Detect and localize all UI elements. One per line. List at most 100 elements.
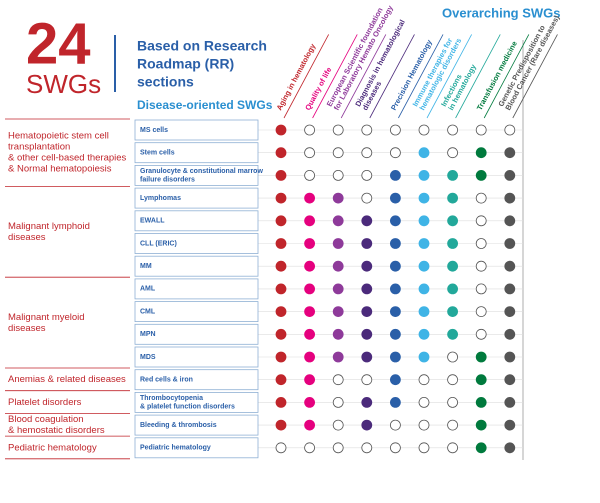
matrix-dot <box>361 283 373 295</box>
matrix-dot <box>504 238 516 249</box>
matrix-dot <box>504 306 516 318</box>
matrix-dot <box>304 283 316 295</box>
row-label: Granulocyte & constitutional marrow <box>140 168 263 175</box>
matrix-dot <box>304 215 316 227</box>
row-label: Lymphomas <box>140 195 181 202</box>
matrix-dot <box>389 328 401 340</box>
row-label: MPN <box>140 331 156 338</box>
matrix-dot <box>361 215 373 227</box>
row-box <box>134 346 259 368</box>
matrix-dot <box>418 124 430 136</box>
matrix-dot <box>275 396 287 408</box>
matrix-dot <box>332 328 344 340</box>
swg-unit: SWGs <box>26 69 101 99</box>
matrix-dot <box>475 419 487 431</box>
swg-count: 24 <box>26 11 91 76</box>
group-label: & hemostatic disorders <box>8 425 105 436</box>
matrix-dot <box>475 147 487 159</box>
matrix-dot <box>361 328 373 340</box>
matrix-dot <box>475 283 487 295</box>
matrix-dot <box>332 260 344 272</box>
matrix-dot <box>389 283 401 295</box>
matrix-dot <box>275 442 287 454</box>
matrix-dot <box>418 215 430 227</box>
matrix-dot <box>504 283 516 295</box>
matrix-dot <box>332 306 344 318</box>
group-label: diseases <box>8 232 46 243</box>
matrix-dot <box>504 124 516 136</box>
row-label: Thrombocytopenia <box>140 395 203 402</box>
matrix-dot <box>475 328 487 340</box>
matrix-dot <box>447 328 459 340</box>
matrix-dot <box>389 238 401 249</box>
matrix-dot <box>361 396 373 408</box>
matrix-dot <box>504 351 516 363</box>
matrix-dot <box>475 238 487 249</box>
matrix-dot <box>304 328 316 340</box>
matrix-dot <box>418 283 430 295</box>
matrix-dot <box>475 374 487 386</box>
matrix-dot <box>304 169 316 181</box>
matrix-dot <box>275 328 287 340</box>
matrix-dot <box>304 351 316 363</box>
matrix-dot <box>332 147 344 159</box>
matrix-dot <box>332 419 344 431</box>
matrix-dot <box>418 306 430 318</box>
matrix-dot <box>304 192 316 204</box>
matrix-dot <box>475 396 487 408</box>
matrix-dot <box>418 351 430 363</box>
group-label: transplantation <box>8 142 70 153</box>
row-label: Red cells & iron <box>140 377 193 384</box>
matrix-dot <box>304 419 316 431</box>
matrix-dot <box>475 306 487 318</box>
matrix-dot <box>447 419 459 431</box>
column-rule <box>512 34 558 119</box>
matrix-dot <box>447 215 459 227</box>
matrix-dot <box>447 169 459 181</box>
group-label: Anemias & related diseases <box>8 374 126 385</box>
matrix-dot <box>418 374 430 386</box>
matrix-dot <box>389 442 401 454</box>
row-box <box>134 391 259 413</box>
row-label: MM <box>140 263 152 270</box>
overarching-title: Overarching SWGs <box>442 5 560 20</box>
matrix-dot <box>304 147 316 159</box>
matrix-dot <box>389 396 401 408</box>
column-rule <box>283 34 330 119</box>
matrix-dot <box>447 283 459 295</box>
matrix-dot <box>504 169 516 181</box>
row-label: CLL (ERIC) <box>140 240 177 247</box>
matrix-dot <box>361 442 373 454</box>
matrix-dot <box>304 124 316 136</box>
matrix-dot <box>447 396 459 408</box>
matrix-dot <box>504 419 516 431</box>
matrix-dot <box>332 396 344 408</box>
header-title: Based on Research <box>137 38 267 54</box>
matrix-dot <box>475 215 487 227</box>
matrix-dot <box>504 328 516 340</box>
matrix-dot <box>275 147 287 159</box>
matrix-dot <box>275 238 287 249</box>
column-rule <box>455 34 501 119</box>
column-rule <box>398 34 444 119</box>
column-rule <box>369 34 415 119</box>
row-label: EWALL <box>140 218 165 225</box>
matrix-dot <box>361 374 373 386</box>
group-label: Malignant lymphoid <box>8 221 90 232</box>
matrix-dot <box>389 147 401 159</box>
matrix-dot <box>475 124 487 136</box>
matrix-dot <box>275 419 287 431</box>
matrix-dot <box>389 260 401 272</box>
matrix-dot <box>275 260 287 272</box>
matrix-dot <box>332 124 344 136</box>
matrix-dot <box>389 351 401 363</box>
row-label: MDS <box>140 354 156 361</box>
matrix-dot <box>504 442 516 454</box>
group-label: diseases <box>8 323 46 334</box>
matrix-dot <box>332 215 344 227</box>
matrix-dot <box>447 238 459 249</box>
matrix-dot <box>447 351 459 363</box>
matrix-dot <box>447 306 459 318</box>
column-rule <box>340 34 387 119</box>
